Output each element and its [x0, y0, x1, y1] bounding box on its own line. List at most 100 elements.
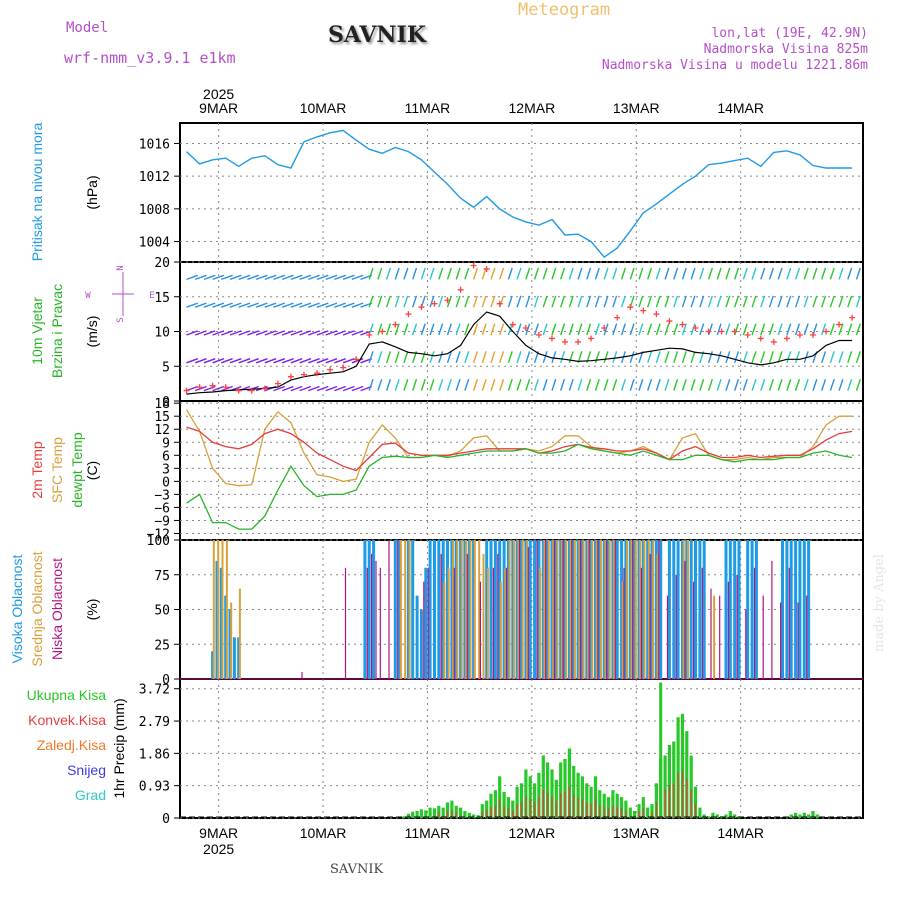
wind-barb	[385, 378, 392, 391]
cloud-mid-bar	[539, 567, 542, 679]
wind-gust-marker	[809, 331, 816, 338]
model-elevation-label: Nadmorska Visina u modelu 1221.86m	[601, 58, 868, 73]
precip-total-bar	[615, 793, 619, 818]
cloud-high-bar	[406, 540, 410, 679]
wind-barb	[786, 267, 792, 280]
precip-legend-item: Konvek.Kisa	[28, 712, 106, 728]
y-tick-label: 1012	[139, 170, 170, 185]
wind-barb	[394, 378, 400, 391]
wind-barb	[725, 295, 731, 308]
wind-barb	[455, 295, 461, 308]
wind-barb	[186, 358, 199, 364]
wind-gust-marker	[509, 321, 516, 328]
wind-axis-title: 10m Vjetar	[29, 297, 45, 365]
cloud-mid-bar	[473, 540, 476, 679]
wind-barb	[403, 378, 409, 391]
precip-conv-bar	[612, 805, 614, 818]
wind-barb	[681, 323, 687, 336]
wind-barb	[664, 267, 670, 280]
precip-conv-bar	[512, 810, 514, 818]
cloud-high-bar	[232, 637, 236, 679]
precip-conv-bar	[503, 806, 505, 818]
cloud-low-bar	[753, 567, 756, 679]
wind-gust-marker	[235, 387, 242, 394]
cloud-low-bar	[675, 574, 677, 680]
cloud-low-bar	[649, 553, 651, 679]
wind-barb	[542, 267, 548, 280]
wind-barb	[594, 267, 600, 280]
y-tick-label: 9	[162, 436, 170, 451]
precip-conv-bar	[494, 805, 496, 818]
wind-barb	[464, 351, 470, 364]
y-tick-label: −9	[154, 514, 170, 529]
wind-barb	[308, 274, 320, 281]
wind-barb	[481, 351, 487, 364]
precip-legend-item: Snijeg	[67, 762, 106, 778]
wind-barb	[186, 385, 199, 392]
wind-barb	[342, 385, 355, 392]
cloud-mid-bar	[647, 540, 650, 679]
wind-barb	[403, 351, 409, 364]
precip-total-bar	[680, 713, 685, 819]
precip-conv-bar	[694, 803, 697, 818]
wind-barb	[803, 295, 809, 308]
wind-barb	[707, 323, 713, 336]
wind-barb	[768, 295, 774, 308]
cloud-high-bar	[393, 540, 397, 679]
wind-barb	[760, 378, 766, 391]
wind-barb	[568, 267, 574, 280]
wind-barb	[238, 330, 251, 336]
cloud-mid-bar	[478, 540, 481, 679]
precip-total-bar	[528, 776, 532, 818]
cloud-high-bar	[737, 540, 741, 679]
wind-barb	[290, 330, 303, 336]
sfc-axis-title: SFC Temp	[49, 437, 65, 503]
precip-total-bar	[406, 813, 410, 818]
wind-barb	[525, 295, 531, 308]
wind-barb	[490, 378, 496, 391]
wind-barb	[472, 267, 479, 280]
precip-total-bar	[802, 812, 806, 818]
cloud-high-bar	[659, 540, 663, 679]
precip-total-bar	[567, 748, 571, 818]
cloud-high-bar	[746, 540, 750, 679]
cloud-high-bar	[794, 540, 798, 679]
wind-barb	[264, 330, 277, 336]
wind-barb	[229, 302, 242, 308]
cloud-mid-bar	[408, 540, 411, 679]
wind-barb	[316, 385, 329, 392]
wind-gust-marker	[353, 356, 360, 363]
wind-barb	[794, 323, 801, 336]
precip-total-bar	[554, 779, 558, 818]
wind-barb	[455, 267, 461, 280]
precip-total-bar	[711, 812, 715, 818]
precip-total-bar	[620, 797, 624, 818]
wind-barb	[760, 267, 766, 280]
rose-s: S	[116, 317, 126, 322]
precip-conv-bar	[538, 797, 540, 818]
wind-barb	[847, 378, 853, 391]
cloud-low-axis-title: Niska Oblacnost	[49, 558, 65, 660]
wind-barb	[603, 323, 609, 336]
cloud-low-bar	[545, 540, 547, 679]
precip-total-bar	[689, 755, 693, 818]
precip-total-bar	[424, 810, 428, 818]
wind-barb	[803, 267, 809, 280]
precip-total-bar	[789, 814, 793, 818]
wind-barb	[455, 351, 461, 364]
cloud-mid-bar	[560, 540, 563, 679]
cloud-high-bar	[676, 540, 680, 679]
wind-barb	[673, 351, 679, 364]
wind-barb	[533, 295, 539, 308]
wind-gust-marker	[601, 325, 608, 332]
wind-barb	[681, 295, 687, 308]
wind-barb	[446, 295, 452, 308]
precip-total-bar	[698, 807, 702, 818]
wind-gust-marker	[614, 314, 621, 321]
wind-gust-marker	[627, 304, 634, 311]
cloud-high-axis-title: Visoka Oblacnost	[9, 555, 25, 664]
precip-total-bar	[506, 797, 510, 818]
cloud-high-bar	[528, 540, 532, 679]
wind-barb	[412, 323, 418, 336]
wind-barb	[568, 295, 574, 308]
